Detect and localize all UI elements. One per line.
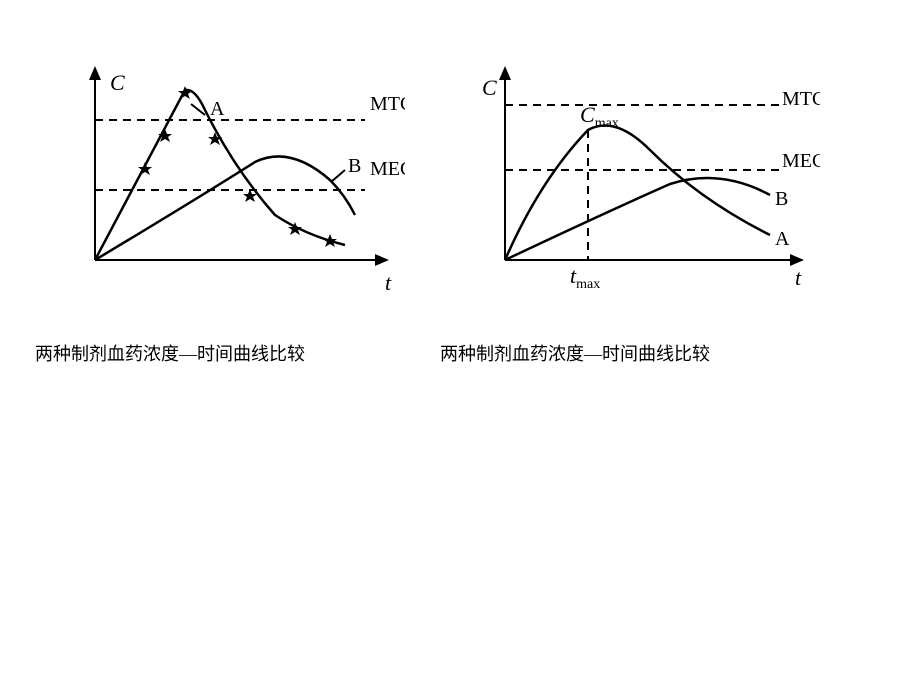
chart-right-svg: C t MTC MEC Cmax tmax A B — [440, 60, 820, 300]
mtc-label: MTC — [370, 93, 405, 115]
chart-right-container: C t MTC MEC Cmax tmax A B 两种制剂血药浓度—时间曲线比… — [440, 60, 820, 366]
mec-label: MEC — [782, 150, 820, 172]
tmax-label: tmax — [570, 263, 600, 292]
x-axis-label: t — [385, 270, 392, 295]
cmax-label: Cmax — [580, 102, 619, 131]
mec-label: MEC — [370, 158, 405, 180]
curve-a-label: A — [775, 228, 790, 250]
curve-a — [505, 126, 770, 261]
y-axis-label: C — [110, 70, 125, 95]
y-axis-arrow — [89, 66, 101, 80]
chart-right-caption: 两种制剂血药浓度—时间曲线比较 — [440, 340, 820, 366]
label-b-leader — [331, 170, 345, 182]
mtc-label: MTC — [782, 88, 820, 110]
curve-b-label: B — [775, 188, 788, 210]
chart-left-caption: 两种制剂血药浓度—时间曲线比较 — [35, 340, 405, 366]
y-axis-label: C — [482, 75, 497, 100]
x-axis-arrow — [375, 254, 389, 266]
curve-a-label: A — [210, 98, 225, 120]
x-axis-label: t — [795, 265, 802, 290]
curve-b-label: B — [348, 155, 361, 177]
y-axis-arrow — [499, 66, 511, 80]
curve-b — [95, 156, 355, 260]
chart-left-svg: C t MTC MEC A B — [35, 60, 405, 300]
curve-b — [505, 178, 770, 260]
chart-left-container: C t MTC MEC A B 两种制剂血药浓度—时间曲线比较 — [35, 60, 405, 366]
